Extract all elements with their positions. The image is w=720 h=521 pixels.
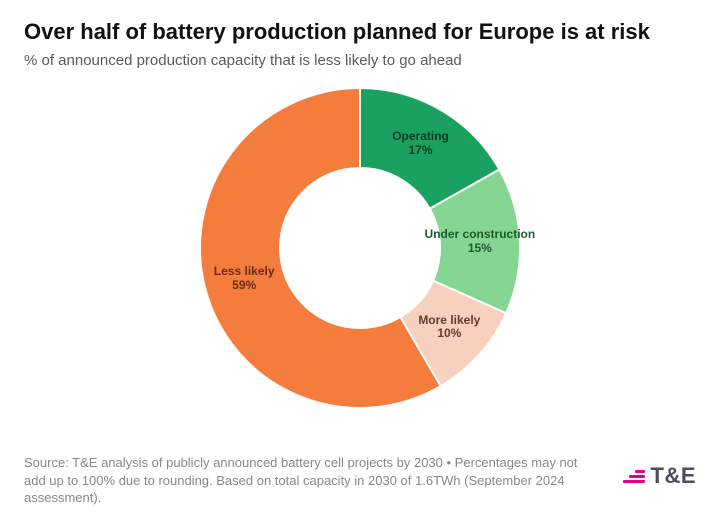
- brand-logo: T&E: [623, 463, 697, 489]
- chart-subtitle: % of announced production capacity that …: [24, 52, 696, 69]
- slice-label: Under construction15%: [425, 228, 536, 256]
- page-root: Over half of battery production planned …: [0, 0, 720, 521]
- footer: Source: T&E analysis of publicly announc…: [24, 454, 696, 507]
- slice-label: More likely10%: [418, 314, 480, 342]
- slice-label: Less likely59%: [214, 265, 275, 293]
- slice-label: Operating17%: [392, 130, 449, 158]
- logo-text: T&E: [651, 463, 697, 489]
- source-text: Source: T&E analysis of publicly announc…: [24, 454, 584, 507]
- donut-chart: Operating17% Under construction15% More li…: [24, 73, 696, 423]
- logo-bars-icon: [623, 470, 645, 483]
- chart-title: Over half of battery production planned …: [24, 18, 696, 46]
